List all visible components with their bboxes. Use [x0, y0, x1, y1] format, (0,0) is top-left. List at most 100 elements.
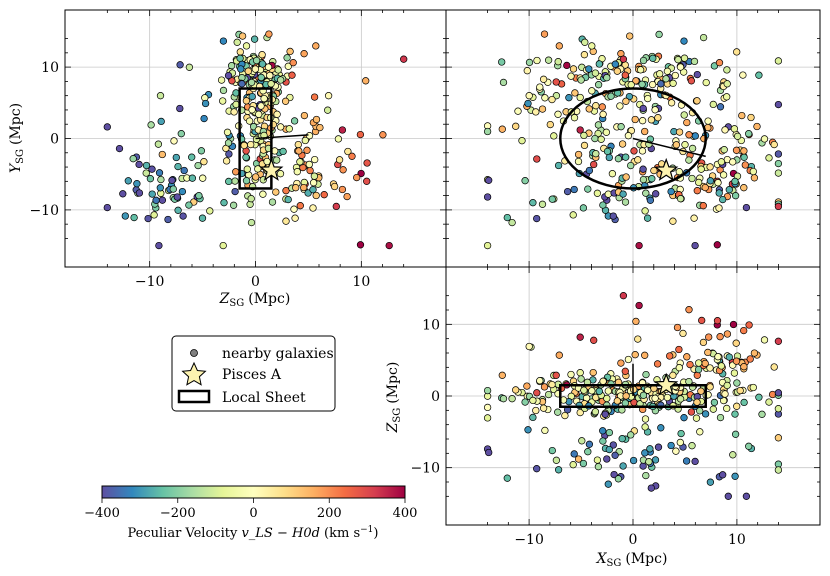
xz-galaxy-point [740, 326, 748, 335]
zy-galaxy-point [225, 150, 233, 158]
zy-galaxy-point [154, 140, 163, 148]
xz-galaxy-point [483, 403, 492, 412]
zy-galaxy-point [178, 187, 187, 196]
colorbar-ticks: −400 −200 0 200 400 [84, 498, 417, 521]
xz-galaxy-point [631, 351, 639, 359]
xz-galaxy-point [632, 317, 640, 326]
panel-xy [445, 9, 821, 268]
xy-galaxy-point [693, 187, 701, 195]
xz-galaxy-point [548, 380, 556, 389]
zy-galaxy-point [229, 201, 238, 209]
xy-galaxy-point [647, 116, 656, 124]
zy-galaxy-point [273, 110, 281, 118]
xy-galaxy-point [622, 153, 630, 161]
xz-galaxy-point [706, 478, 715, 486]
zy-points [103, 30, 408, 250]
xz-galaxy-point [736, 386, 744, 395]
xy-galaxy-point [725, 186, 733, 194]
xy-galaxy-point [715, 189, 723, 197]
xy-galaxy-point [569, 65, 578, 73]
xy-galaxy-point [730, 125, 739, 133]
xy-galaxy-point [550, 132, 558, 140]
xz-galaxy-point [483, 386, 492, 395]
zy-velocity-arrow [255, 134, 309, 140]
zy-galaxy-point [244, 67, 252, 75]
xz-galaxy-point [624, 355, 633, 364]
xy-galaxy-point [691, 132, 699, 140]
xy-galaxy-point [701, 183, 709, 192]
xy-galaxy-point [755, 71, 763, 79]
xy-galaxy-point [646, 196, 655, 204]
zy-galaxy-point [291, 214, 299, 222]
xz-galaxy-point [533, 389, 541, 397]
xy-galaxy-point [588, 87, 596, 95]
xy-galaxy-point [536, 83, 544, 91]
zy-galaxy-point [247, 195, 255, 203]
xy-local-sheet [559, 87, 707, 190]
xy-galaxy-point [704, 117, 712, 125]
xz-ytick-label: 10 [422, 317, 440, 333]
xz-galaxy-point [641, 415, 650, 423]
xz-galaxy-point [695, 359, 703, 367]
xy-galaxy-point [525, 58, 534, 67]
zy-galaxy-point [240, 141, 248, 150]
zy-galaxy-point [379, 131, 387, 139]
zy-galaxy-point [356, 241, 365, 249]
xz-galaxy-point [521, 398, 529, 406]
legend-label-pisces: Pisces A [222, 367, 282, 383]
zy-galaxy-point [225, 177, 233, 186]
xy-galaxy-point [733, 48, 741, 56]
xy-galaxy-point [533, 56, 541, 65]
xz-galaxy-point [729, 451, 737, 459]
zy-galaxy-point [232, 168, 240, 176]
xz-pisces-a-marker [654, 372, 679, 396]
xy-galaxy-point [685, 156, 693, 164]
zy-galaxy-point [301, 136, 309, 145]
xz-xtick-label: 10 [728, 532, 746, 548]
xy-galaxy-point [611, 60, 619, 68]
zy-galaxy-point [312, 191, 320, 200]
xz-galaxy-point [713, 317, 722, 325]
xz-galaxy-point [746, 355, 754, 363]
xy-galaxy-point [565, 94, 573, 102]
xy-galaxy-point [555, 42, 563, 50]
zy-galaxy-point [267, 80, 275, 88]
zy-galaxy-point [231, 177, 239, 185]
xz-galaxy-point [591, 408, 600, 416]
zy-galaxy-point [251, 65, 260, 73]
xy-galaxy-point [594, 121, 603, 129]
zy-galaxy-point [180, 166, 188, 175]
zy-galaxy-point [232, 89, 240, 97]
zy-galaxy-point [220, 199, 228, 207]
xz-galaxy-point [774, 466, 783, 474]
zy-galaxy-point [152, 196, 160, 204]
zy-galaxy-point [353, 173, 361, 182]
xz-galaxy-point [710, 398, 719, 407]
xy-galaxy-point [614, 155, 623, 163]
zy-galaxy-point [219, 37, 228, 45]
zy-galaxy-point [219, 241, 227, 250]
xz-galaxy-point [765, 398, 773, 406]
zy-galaxy-point [286, 47, 294, 56]
zy-galaxy-point [156, 92, 165, 100]
xy-galaxy-point [662, 75, 670, 83]
zy-galaxy-point [362, 77, 370, 85]
xz-galaxy-point [629, 456, 638, 465]
xy-galaxy-point [627, 161, 635, 170]
zy-galaxy-point [290, 117, 299, 125]
xy-galaxy-point [532, 108, 540, 116]
zy-galaxy-point [324, 92, 333, 100]
xz-galaxy-point [532, 406, 540, 415]
xz-galaxy-point [611, 451, 619, 459]
xz-galaxy-point [729, 320, 738, 329]
xz-ylabel: ZSG(Mpc) [385, 362, 403, 434]
xz-galaxy-point [675, 345, 683, 354]
zy-galaxy-point [356, 130, 365, 139]
xy-galaxy-point [639, 104, 647, 113]
zy-galaxy-point [305, 160, 313, 169]
zy-galaxy-point [157, 175, 165, 184]
xy-galaxy-point [524, 99, 532, 108]
xy-galaxy-point [585, 105, 593, 113]
zy-galaxy-point [266, 71, 274, 80]
zy-galaxy-point [179, 212, 187, 220]
